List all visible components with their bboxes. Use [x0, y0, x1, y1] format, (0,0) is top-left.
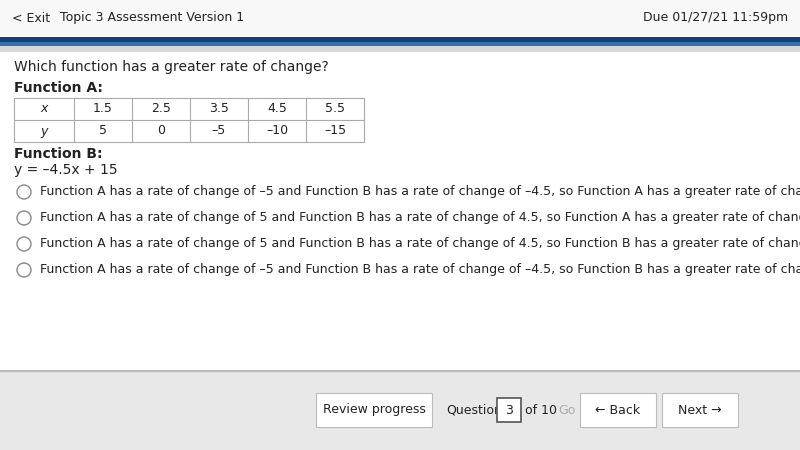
- Text: 4.5: 4.5: [267, 103, 287, 116]
- Bar: [0, 370, 800, 371]
- Text: Review progress: Review progress: [322, 404, 426, 417]
- Bar: [0, 371, 800, 450]
- Text: 3: 3: [505, 404, 513, 417]
- Text: Function A:: Function A:: [14, 81, 103, 95]
- Text: –10: –10: [266, 125, 288, 138]
- Text: 0: 0: [157, 125, 165, 138]
- Text: 1.5: 1.5: [93, 103, 113, 116]
- Text: 2.5: 2.5: [151, 103, 171, 116]
- Text: Function B:: Function B:: [14, 147, 102, 161]
- FancyBboxPatch shape: [662, 393, 738, 427]
- Text: Question: Question: [446, 404, 502, 417]
- Bar: [0, 42, 800, 46]
- Text: 5: 5: [99, 125, 107, 138]
- Text: Function A has a rate of change of –5 and Function B has a rate of change of –4.: Function A has a rate of change of –5 an…: [40, 264, 800, 276]
- Text: Next →: Next →: [678, 404, 722, 417]
- Bar: [0, 52, 800, 370]
- Text: Which function has a greater rate of change?: Which function has a greater rate of cha…: [14, 60, 329, 74]
- Text: x: x: [40, 103, 48, 116]
- Text: 3.5: 3.5: [209, 103, 229, 116]
- Text: < Exit: < Exit: [12, 12, 50, 24]
- FancyBboxPatch shape: [497, 398, 521, 422]
- Text: Function A has a rate of change of 5 and Function B has a rate of change of 4.5,: Function A has a rate of change of 5 and…: [40, 238, 800, 251]
- Text: Topic 3 Assessment Version 1: Topic 3 Assessment Version 1: [60, 12, 244, 24]
- Bar: [14, 98, 364, 142]
- Circle shape: [17, 237, 31, 251]
- Bar: [0, 46, 800, 52]
- Text: Go: Go: [558, 404, 575, 417]
- Text: –5: –5: [212, 125, 226, 138]
- Text: –15: –15: [324, 125, 346, 138]
- FancyBboxPatch shape: [316, 393, 432, 427]
- Text: Function A has a rate of change of 5 and Function B has a rate of change of 4.5,: Function A has a rate of change of 5 and…: [40, 212, 800, 225]
- Text: ← Back: ← Back: [595, 404, 641, 417]
- Circle shape: [17, 263, 31, 277]
- Bar: [0, 0, 800, 35]
- Text: 5.5: 5.5: [325, 103, 345, 116]
- Circle shape: [17, 185, 31, 199]
- Circle shape: [17, 211, 31, 225]
- FancyBboxPatch shape: [580, 393, 656, 427]
- Text: y: y: [40, 125, 48, 138]
- Text: Due 01/27/21 11:59pm: Due 01/27/21 11:59pm: [643, 12, 788, 24]
- Text: Function A has a rate of change of –5 and Function B has a rate of change of –4.: Function A has a rate of change of –5 an…: [40, 185, 800, 198]
- Bar: [0, 37, 800, 42]
- Text: y = –4.5x + 15: y = –4.5x + 15: [14, 163, 118, 177]
- Text: of 10: of 10: [525, 404, 557, 417]
